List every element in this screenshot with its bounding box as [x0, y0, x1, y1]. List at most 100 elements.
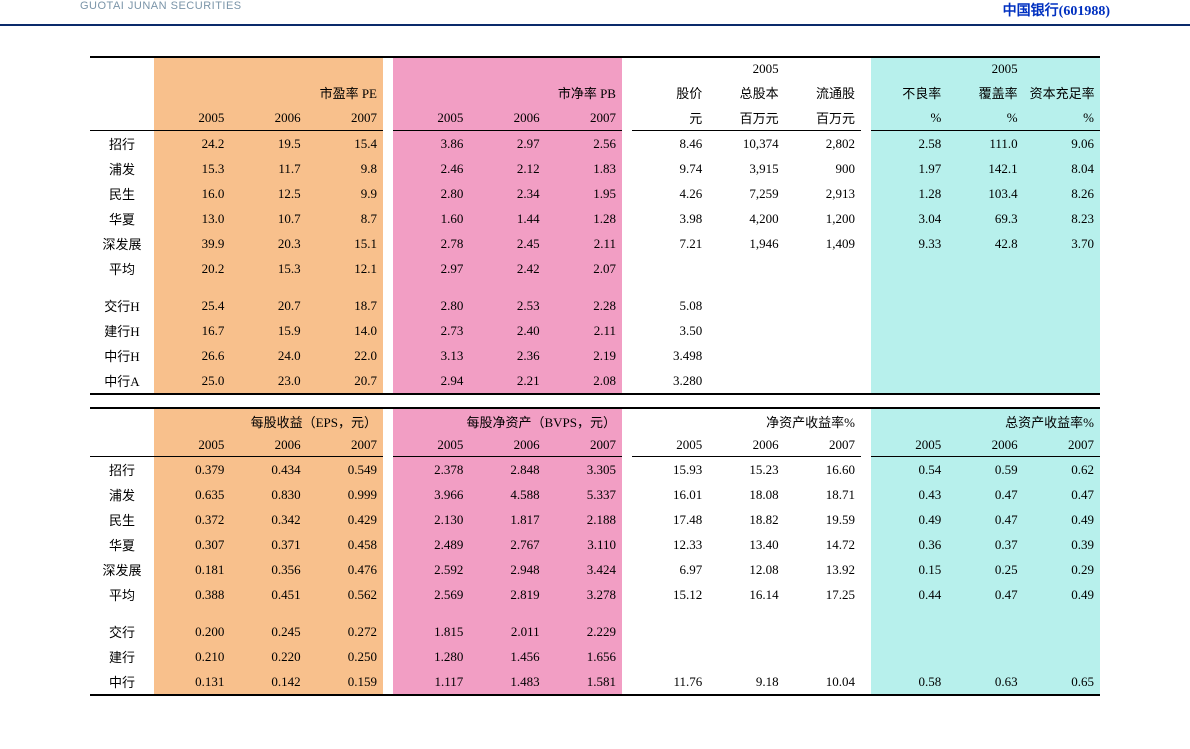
cell — [708, 644, 784, 669]
cell — [708, 256, 784, 281]
cell — [632, 256, 708, 281]
float-header: 流通股 — [785, 80, 861, 105]
cell: 2.489 — [393, 532, 469, 557]
cell: 2.130 — [393, 507, 469, 532]
cell: 1.483 — [469, 669, 545, 695]
cell: 1.95 — [546, 181, 622, 206]
cell: 1.28 — [871, 181, 947, 206]
cell: 3,915 — [708, 156, 784, 181]
cell: 0.142 — [230, 669, 306, 695]
row-label: 招行 — [90, 131, 154, 157]
cell: 8.7 — [307, 206, 383, 231]
cell: 0.272 — [307, 619, 383, 644]
cell: 9.33 — [871, 231, 947, 256]
cell: 0.49 — [1024, 507, 1100, 532]
cell — [383, 256, 393, 281]
cell — [632, 644, 708, 669]
cell: 18.08 — [708, 482, 784, 507]
cell: 0.62 — [1024, 457, 1100, 483]
cell: 24.0 — [230, 343, 306, 368]
cell: 7,259 — [708, 181, 784, 206]
cell: 1.60 — [393, 206, 469, 231]
cell: 3.278 — [546, 582, 622, 607]
cell: 0.210 — [154, 644, 230, 669]
cell: 3.13 — [393, 343, 469, 368]
cell — [947, 293, 1023, 318]
table-row: 浦发15.311.79.82.462.121.839.743,9159001.9… — [90, 156, 1100, 181]
table-row: 招行0.3790.4340.5492.3782.8483.30515.9315.… — [90, 457, 1100, 483]
cell — [871, 318, 947, 343]
cell: 18.71 — [785, 482, 861, 507]
cell: 9.9 — [307, 181, 383, 206]
table-row: 中行A25.023.020.72.942.212.083.280 — [90, 368, 1100, 394]
cell — [383, 231, 393, 256]
cell — [861, 507, 871, 532]
table-row: 华夏0.3070.3710.4582.4892.7673.11012.3313.… — [90, 532, 1100, 557]
cell: 4.588 — [469, 482, 545, 507]
cell — [861, 532, 871, 557]
cell — [861, 231, 871, 256]
coverage-header: 覆盖率 — [947, 80, 1023, 105]
cell: 2.848 — [469, 457, 545, 483]
cell — [785, 293, 861, 318]
cell: 9.06 — [1024, 131, 1100, 157]
cell: 0.54 — [871, 457, 947, 483]
cell: 17.48 — [632, 507, 708, 532]
cell — [861, 318, 871, 343]
cell: 14.72 — [785, 532, 861, 557]
cell: 0.59 — [947, 457, 1023, 483]
cell: 1,409 — [785, 231, 861, 256]
row-label: 华夏 — [90, 532, 154, 557]
cell — [622, 343, 632, 368]
cell — [383, 557, 393, 582]
cell — [947, 368, 1023, 394]
cell: 20.7 — [230, 293, 306, 318]
cell: 1.28 — [546, 206, 622, 231]
cell — [785, 318, 861, 343]
roa-header: 总资产收益率% — [871, 408, 1100, 434]
cell: 0.25 — [947, 557, 1023, 582]
cell: 9.18 — [708, 669, 784, 695]
cell — [622, 532, 632, 557]
cell: 18.82 — [708, 507, 784, 532]
cell: 2.569 — [393, 582, 469, 607]
col-year-shares: 2005 — [708, 57, 784, 80]
cell: 3.04 — [871, 206, 947, 231]
cell: 2,913 — [785, 181, 861, 206]
cell: 3.98 — [632, 206, 708, 231]
cell — [383, 507, 393, 532]
cell: 42.8 — [947, 231, 1023, 256]
cell — [383, 181, 393, 206]
cell: 20.3 — [230, 231, 306, 256]
cell: 3.305 — [546, 457, 622, 483]
cell — [708, 368, 784, 394]
cell: 10,374 — [708, 131, 784, 157]
cell: 0.307 — [154, 532, 230, 557]
cell — [383, 156, 393, 181]
cell — [622, 206, 632, 231]
cell: 2.767 — [469, 532, 545, 557]
cell: 2.19 — [546, 343, 622, 368]
cell: 0.43 — [871, 482, 947, 507]
cell: 6.97 — [632, 557, 708, 582]
cell: 2.97 — [393, 256, 469, 281]
cell: 2.229 — [546, 619, 622, 644]
table-row: 浦发0.6350.8300.9993.9664.5885.33716.0118.… — [90, 482, 1100, 507]
cell — [622, 256, 632, 281]
cell: 0.36 — [871, 532, 947, 557]
npl-header: 不良率 — [871, 80, 947, 105]
cell: 1.656 — [546, 644, 622, 669]
cell: 15.93 — [632, 457, 708, 483]
cell: 3.70 — [1024, 231, 1100, 256]
cell: 20.2 — [154, 256, 230, 281]
cell — [383, 482, 393, 507]
cell: 23.0 — [230, 368, 306, 394]
cell: 2.34 — [469, 181, 545, 206]
cell: 2.819 — [469, 582, 545, 607]
cell — [861, 457, 871, 483]
cell: 0.356 — [230, 557, 306, 582]
cell: 0.181 — [154, 557, 230, 582]
cell: 13.92 — [785, 557, 861, 582]
cell: 0.15 — [871, 557, 947, 582]
cell: 1.44 — [469, 206, 545, 231]
